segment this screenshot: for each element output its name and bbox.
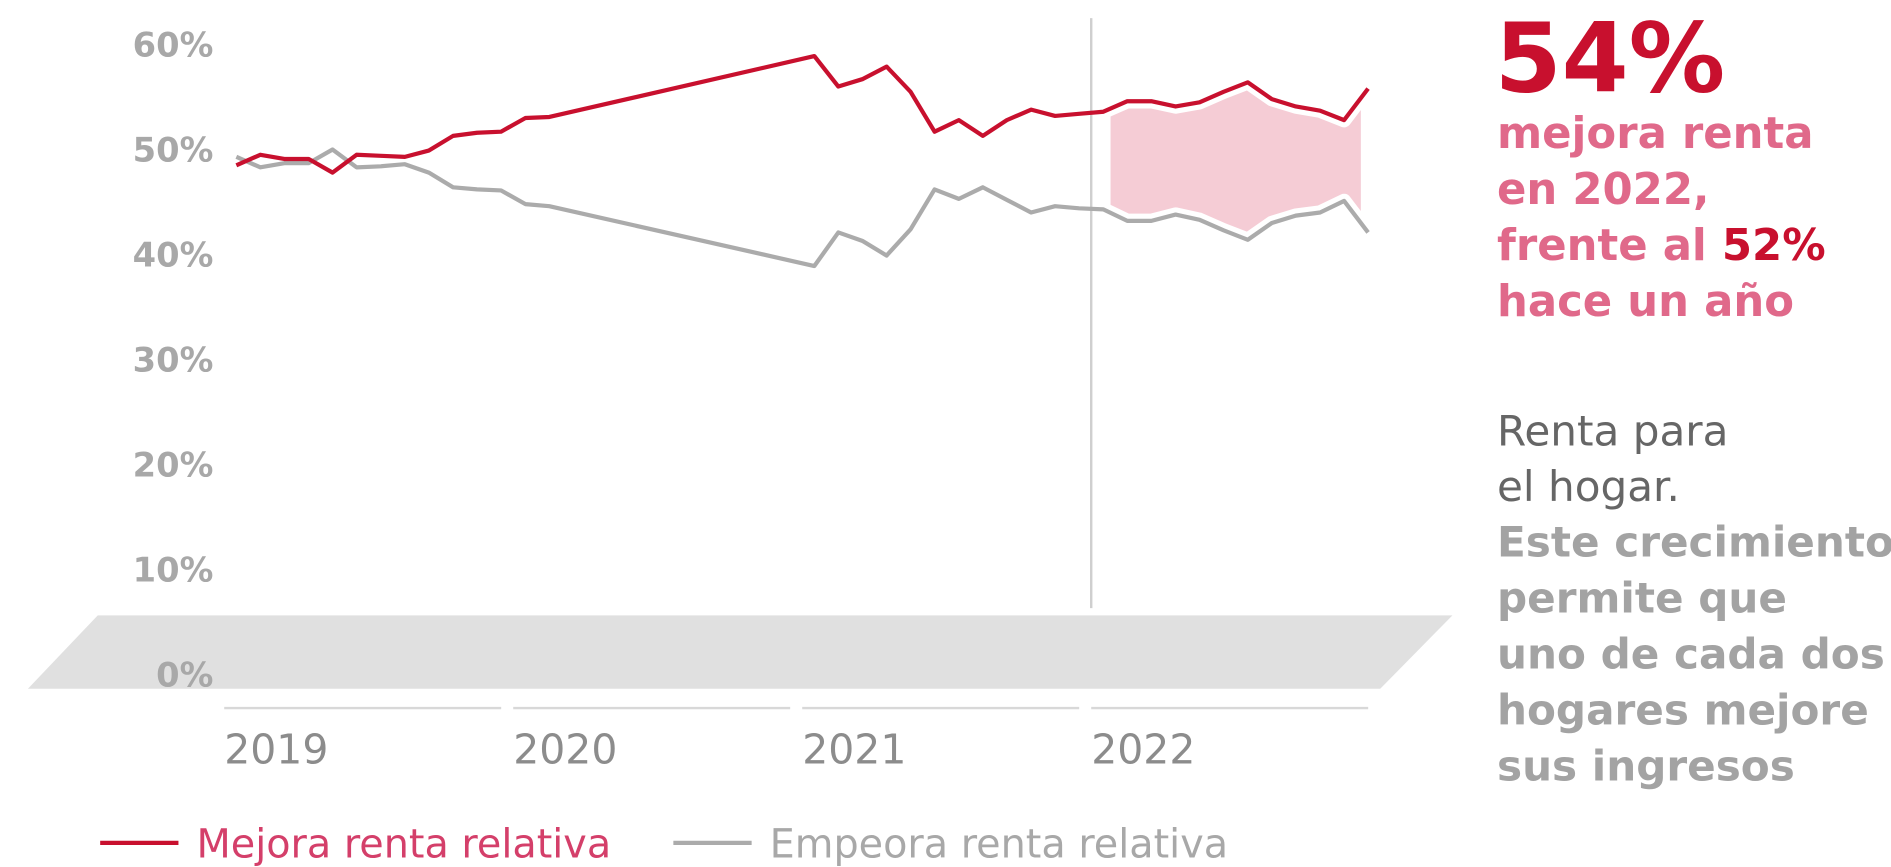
note-text: hogares mejore xyxy=(1497,685,1869,734)
headline-line: hace un año xyxy=(1497,277,1794,327)
note-text: uno de cada dos xyxy=(1497,629,1885,678)
plot-area: 0% 10% 20% 30% 40% 50% 60% 2019 2020 2021 2022 xyxy=(133,18,1376,773)
annotation: mejora renta en 2022, frente al 52% hace un… xyxy=(1497,109,1891,790)
headline-text: frente al 52% xyxy=(1497,221,1826,271)
x-tick-label: 2019 xyxy=(224,725,328,773)
y-tick-label: 20% xyxy=(133,445,214,484)
note-title: Renta para xyxy=(1497,407,1728,456)
series-line xyxy=(235,147,1370,269)
y-tick-label: 0% xyxy=(156,655,213,694)
x-tick-label: 2021 xyxy=(802,725,906,773)
note-title: el hogar. xyxy=(1497,462,1680,511)
headline-line: en 2022, xyxy=(1497,165,1709,215)
x-tick-label: 2020 xyxy=(513,725,617,773)
headline-text: hace un año xyxy=(1497,277,1794,327)
headline-line: mejora renta xyxy=(1497,109,1814,159)
series-line xyxy=(235,53,1370,175)
headline: 54% xyxy=(1495,3,1726,115)
note-text: Este crecimiento xyxy=(1497,517,1891,566)
legend: Mejora renta relativa Empeora renta relat… xyxy=(100,821,1228,867)
y-tick-label: 10% xyxy=(133,550,214,589)
headline-text: mejora renta xyxy=(1497,109,1814,159)
y-tick-label: 40% xyxy=(133,236,214,275)
headline-emphasis: 52% xyxy=(1722,221,1826,271)
highlight-band xyxy=(1096,75,1376,248)
y-tick-label: 60% xyxy=(133,26,214,65)
x-tick-label: 2022 xyxy=(1091,725,1195,773)
note-text: sus ingresos xyxy=(1497,741,1795,790)
y-tick-label: 50% xyxy=(133,131,214,170)
y-tick-label: 30% xyxy=(133,340,214,379)
note-text: permite que xyxy=(1497,573,1787,622)
headline-text: en 2022, xyxy=(1497,165,1709,215)
floor xyxy=(27,615,1453,689)
legend-label: Empeora renta relativa xyxy=(770,821,1228,867)
headline-line: frente al xyxy=(1497,221,1707,271)
legend-label: Mejora renta relativa xyxy=(197,821,612,867)
